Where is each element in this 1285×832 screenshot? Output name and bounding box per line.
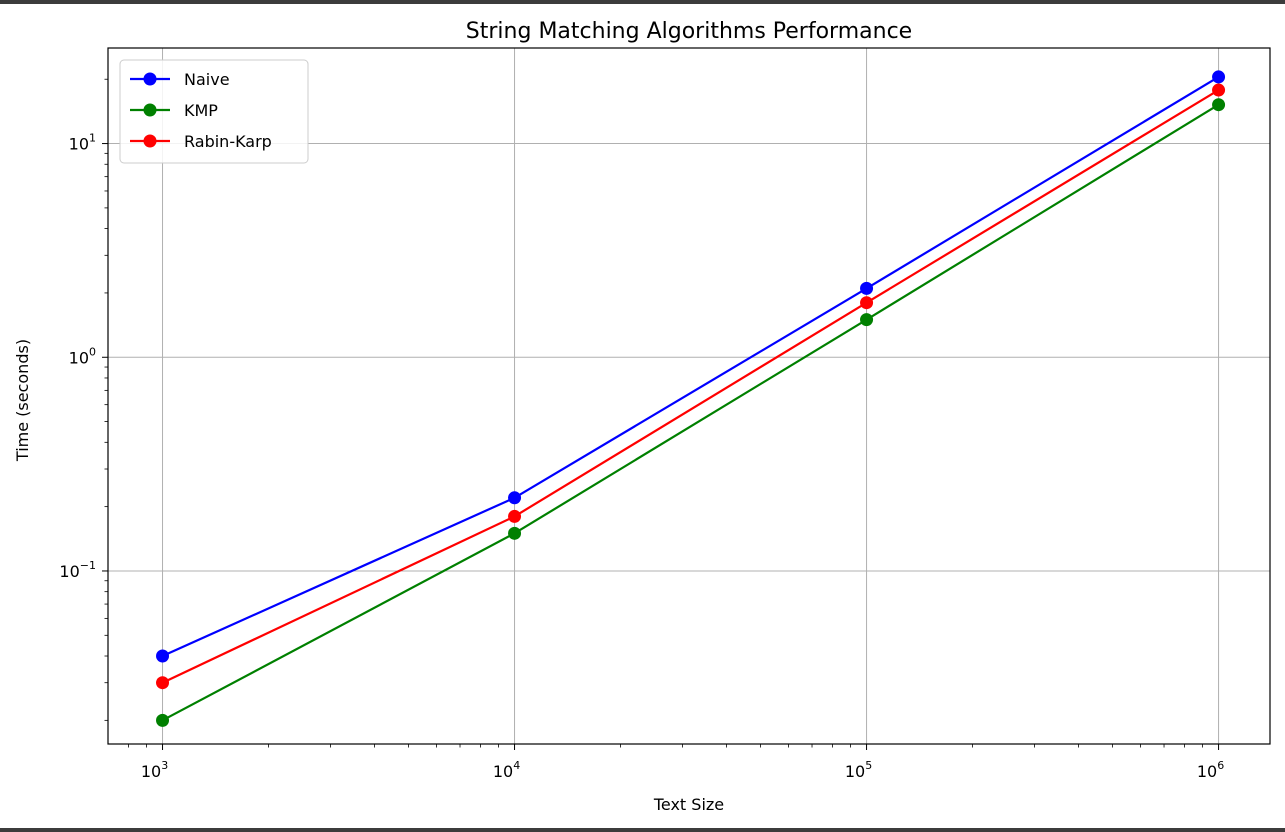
legend-label-kmp: KMP [184,101,218,120]
data-point-rabin-karp [508,509,522,523]
data-point-naive [508,491,522,505]
series-line-kmp [162,103,1220,722]
plot-area [107,47,1271,745]
data-point-kmp [860,313,874,327]
x-tick-label: 105 [845,759,872,781]
x-tick-label: 104 [493,759,520,781]
x-tick-label: 106 [1197,759,1224,781]
legend: Naive KMP Rabin-Karp [119,59,309,164]
data-point-kmp [508,526,522,540]
x-tick-label: 103 [141,759,168,781]
major-ticks: 103 104 105 106 10−1 100 101 [59,132,1224,781]
legend-swatch-marker-kmp [143,103,157,117]
data-point-naive [1212,70,1226,84]
data-point-kmp [156,713,170,727]
data-point-rabin-karp [860,296,874,310]
series-layer [156,70,1226,727]
legend-label-rabin-karp: Rabin-Karp [184,132,272,151]
legend-box [119,59,309,164]
legend-swatch-marker-naive [143,72,157,86]
y-axis-label: Time (seconds) [13,339,32,462]
y-tick-label: 101 [69,132,96,154]
y-tick-label: 100 [69,345,96,367]
y-tick-label: 10−1 [59,559,96,581]
data-point-naive [860,281,874,295]
data-point-rabin-karp [1212,83,1226,97]
data-point-naive [156,649,170,663]
legend-label-naive: Naive [184,70,230,89]
minor-ticks [104,78,1203,748]
data-point-rabin-karp [156,676,170,690]
legend-swatch-marker-rabin-karp [143,134,157,148]
chart-title: String Matching Algorithms Performance [466,19,912,44]
x-axis-label: Text Size [653,795,724,814]
series-line-rabin-karp [162,89,1220,684]
data-point-kmp [1212,98,1226,112]
series-line-naive [162,75,1220,658]
